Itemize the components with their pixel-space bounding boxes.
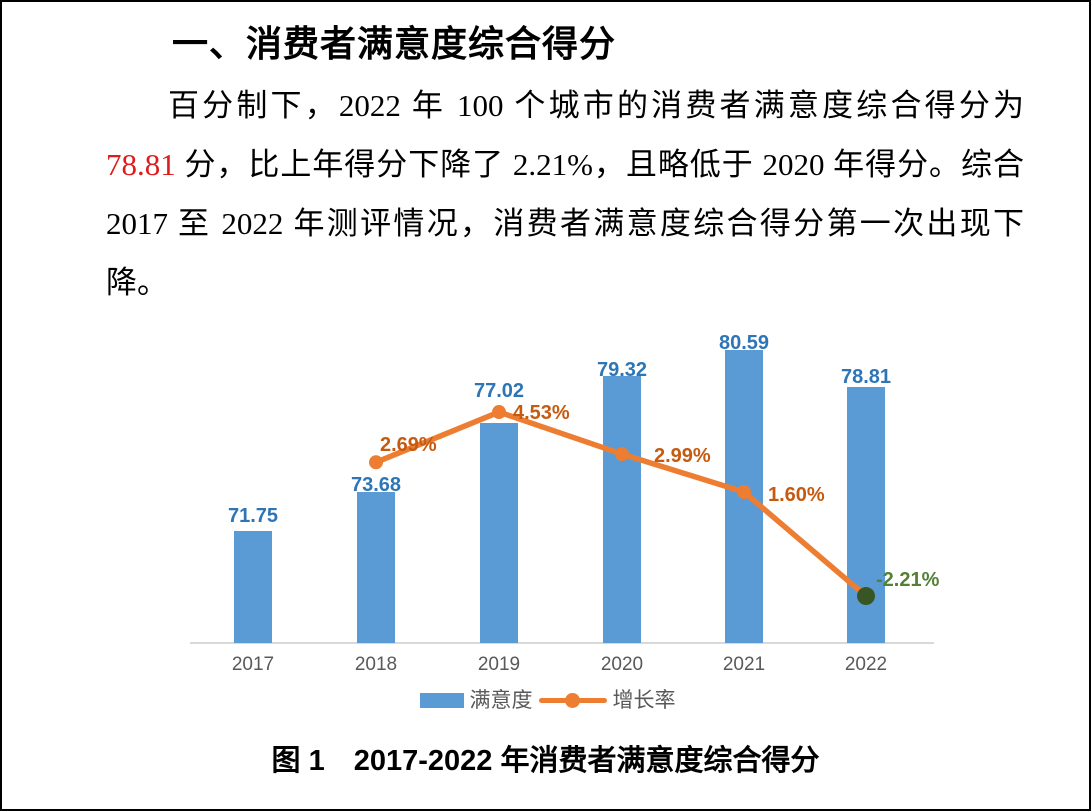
x-axis-tick-2021: 2021 [722, 654, 766, 675]
bar-value-label: 77.02 [473, 380, 525, 403]
bar-2017 [234, 531, 272, 643]
line-marker-2022 [857, 587, 875, 606]
body-paragraph: 百分制下，2022 年 100 个城市的消费者满意度综合得分为 78.81 分，… [106, 76, 1024, 312]
x-axis-tick-2020: 2020 [600, 654, 644, 675]
bar-value-label: 80.59 [718, 332, 770, 355]
bar-value-label: 73.68 [350, 473, 402, 496]
bar-2020 [603, 376, 641, 643]
growth-rate-label-2021: 1.60% [768, 484, 825, 507]
bar-value-label: 79.32 [596, 359, 648, 382]
bar-value-label: 78.81 [840, 365, 892, 388]
x-axis-tick-2019: 2019 [477, 654, 521, 675]
paragraph-rest: 分，比上年得分下降了 2.21%，且略低于 2020 年得分。综合 2017 至… [106, 147, 1024, 300]
paragraph-lead: 百分制下，2022 年 100 个城市的消费者满意度综合得分为 [168, 88, 1024, 123]
bar-2019 [480, 423, 518, 643]
line-marker-2019 [492, 405, 506, 420]
x-axis-tick-2017: 2017 [231, 654, 275, 675]
growth-rate-label-2022: -2.21% [876, 569, 940, 592]
bar-2022 [847, 386, 885, 643]
growth-rate-label-2019: 4.53% [513, 402, 570, 425]
growth-rate-label-2018: 2.69% [380, 434, 437, 457]
figure-caption: 图 1 2017-2022 年消费者满意度综合得分 [271, 745, 820, 777]
x-axis-line [190, 642, 934, 644]
growth-rate-label-2020: 2.99% [654, 445, 711, 468]
line-marker-2021 [737, 485, 751, 500]
bar-2018 [357, 491, 395, 643]
legend-bar-swatch [419, 692, 464, 708]
bar-value-label: 71.75 [227, 505, 279, 528]
legend-item-growth: 增长率 [612, 688, 676, 712]
line-marker-2018 [369, 455, 383, 470]
legend-line-swatch [538, 692, 607, 708]
section-heading: 一、消费者满意度综合得分 [172, 23, 617, 64]
score-highlight: 78.81 [106, 147, 176, 182]
x-axis-tick-2022: 2022 [844, 654, 888, 675]
legend-line-marker-icon [564, 693, 580, 708]
legend-item-satisfaction: 满意度 [469, 688, 533, 712]
line-marker-2020 [615, 447, 629, 462]
legend-line-segment [538, 698, 607, 703]
chart-legend: 满意度 增长率 [2, 688, 1089, 712]
x-axis-tick-2018: 2018 [354, 654, 398, 675]
bar-2021 [725, 350, 763, 643]
